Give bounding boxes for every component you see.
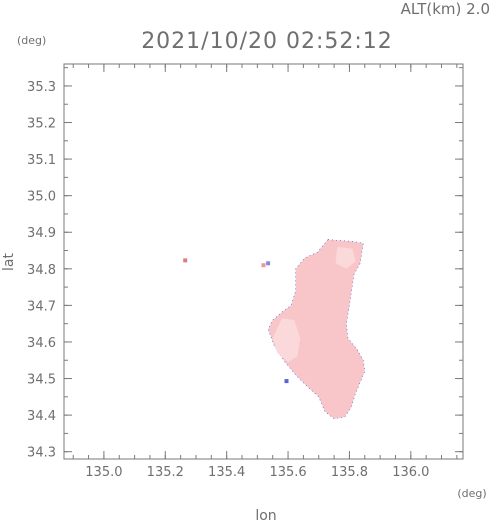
x-tick-label: 135.2 <box>147 465 184 480</box>
x-axis-ticks: 135.0 135.2 135.4 135.6 135.8 136.0 <box>72 64 458 480</box>
small-echo-1 <box>183 258 188 263</box>
x-tick-label: 135.4 <box>208 465 245 480</box>
small-echo-0 <box>284 379 289 384</box>
y-tick-label: 34.8 <box>27 263 56 278</box>
y-tick-label: 35.0 <box>27 190 56 205</box>
y-tick-label: 35.3 <box>27 80 56 95</box>
echo-light-patch-1 <box>335 246 356 269</box>
plot-frame <box>63 63 464 460</box>
timestamp: 2021/10/20 02:52:12 <box>141 29 393 54</box>
y-tick-label: 34.3 <box>27 446 56 461</box>
y-tick-label: 34.4 <box>27 409 56 424</box>
y-tick-label: 34.7 <box>27 299 56 314</box>
x-tick-label: 135.8 <box>331 465 368 480</box>
small-echo-2 <box>261 263 266 268</box>
y-axis-label: lat <box>1 253 17 271</box>
y-tick-label: 34.6 <box>27 336 56 351</box>
lat-unit-label: (deg) <box>17 34 46 47</box>
lon-unit-label: (deg) <box>457 487 486 500</box>
y-tick-label: 35.1 <box>27 153 56 168</box>
x-tick-label: 135.0 <box>85 465 122 480</box>
echo-light-patch-0 <box>272 318 301 363</box>
x-tick-label: 136.0 <box>392 465 429 480</box>
altitude-label: ALT(km) 2.0 <box>401 0 490 18</box>
y-tick-label: 35.2 <box>27 117 56 132</box>
y-tick-label: 34.9 <box>27 226 56 241</box>
echo-region-0 <box>267 239 366 420</box>
echo-layer <box>183 239 366 420</box>
y-axis-ticks: 34.3 34.4 34.5 34.6 34.7 34.8 34.9 35.0 35.1 35.2… <box>27 67 463 461</box>
small-echo-3 <box>266 261 271 266</box>
x-tick-label: 135.6 <box>269 465 306 480</box>
x-axis-label: lon <box>255 508 276 521</box>
y-tick-label: 34.5 <box>27 373 56 388</box>
